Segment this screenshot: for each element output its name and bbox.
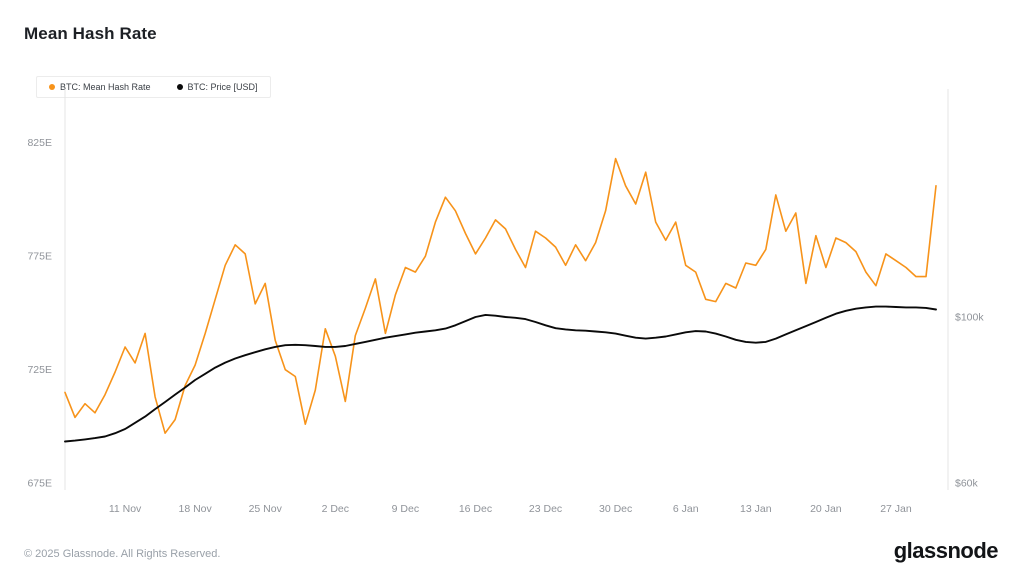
left-axis-tick-label: 825E bbox=[27, 137, 52, 149]
x-axis-tick-label: 6 Jan bbox=[673, 503, 699, 515]
chart-legend: BTC: Mean Hash Rate BTC: Price [USD] bbox=[36, 76, 271, 98]
x-axis-tick-label: 2 Dec bbox=[322, 503, 349, 515]
legend-item[interactable]: BTC: Mean Hash Rate bbox=[49, 82, 151, 92]
glassnode-logo: glassnode bbox=[893, 538, 999, 563]
left-axis-tick-label: 725E bbox=[27, 364, 52, 376]
right-axis-tick-label: $60k bbox=[955, 477, 979, 489]
left-axis-tick-label: 775E bbox=[27, 251, 52, 263]
legend-label: BTC: Mean Hash Rate bbox=[60, 82, 151, 92]
x-axis-tick-label: 27 Jan bbox=[880, 503, 912, 515]
hash-rate-line bbox=[64, 157, 937, 435]
x-axis-tick-label: 23 Dec bbox=[529, 503, 562, 515]
x-axis-tick-label: 18 Nov bbox=[179, 503, 213, 515]
legend-label: BTC: Price [USD] bbox=[187, 82, 258, 92]
x-axis-tick-label: 30 Dec bbox=[599, 503, 632, 515]
x-axis-tick-label: 16 Dec bbox=[459, 503, 492, 515]
x-axis-tick-label: 9 Dec bbox=[392, 503, 419, 515]
price-line bbox=[64, 305, 937, 443]
copyright-text: © 2025 Glassnode. All Rights Reserved. bbox=[24, 548, 221, 560]
legend-dot-icon bbox=[176, 84, 183, 90]
legend-dot-icon bbox=[49, 84, 55, 90]
x-axis-tick-label: 11 Nov bbox=[109, 503, 142, 515]
legend-item[interactable]: BTC: Price [USD] bbox=[176, 82, 258, 92]
x-axis-tick-label: 13 Jan bbox=[740, 503, 772, 515]
left-axis-tick-label: 675E bbox=[27, 478, 52, 490]
right-axis-tick-label: $100k bbox=[955, 311, 984, 323]
chart-title: Mean Hash Rate bbox=[24, 24, 157, 43]
x-axis-tick-label: 20 Jan bbox=[810, 503, 842, 515]
x-axis-tick-label: 25 Nov bbox=[249, 503, 283, 515]
